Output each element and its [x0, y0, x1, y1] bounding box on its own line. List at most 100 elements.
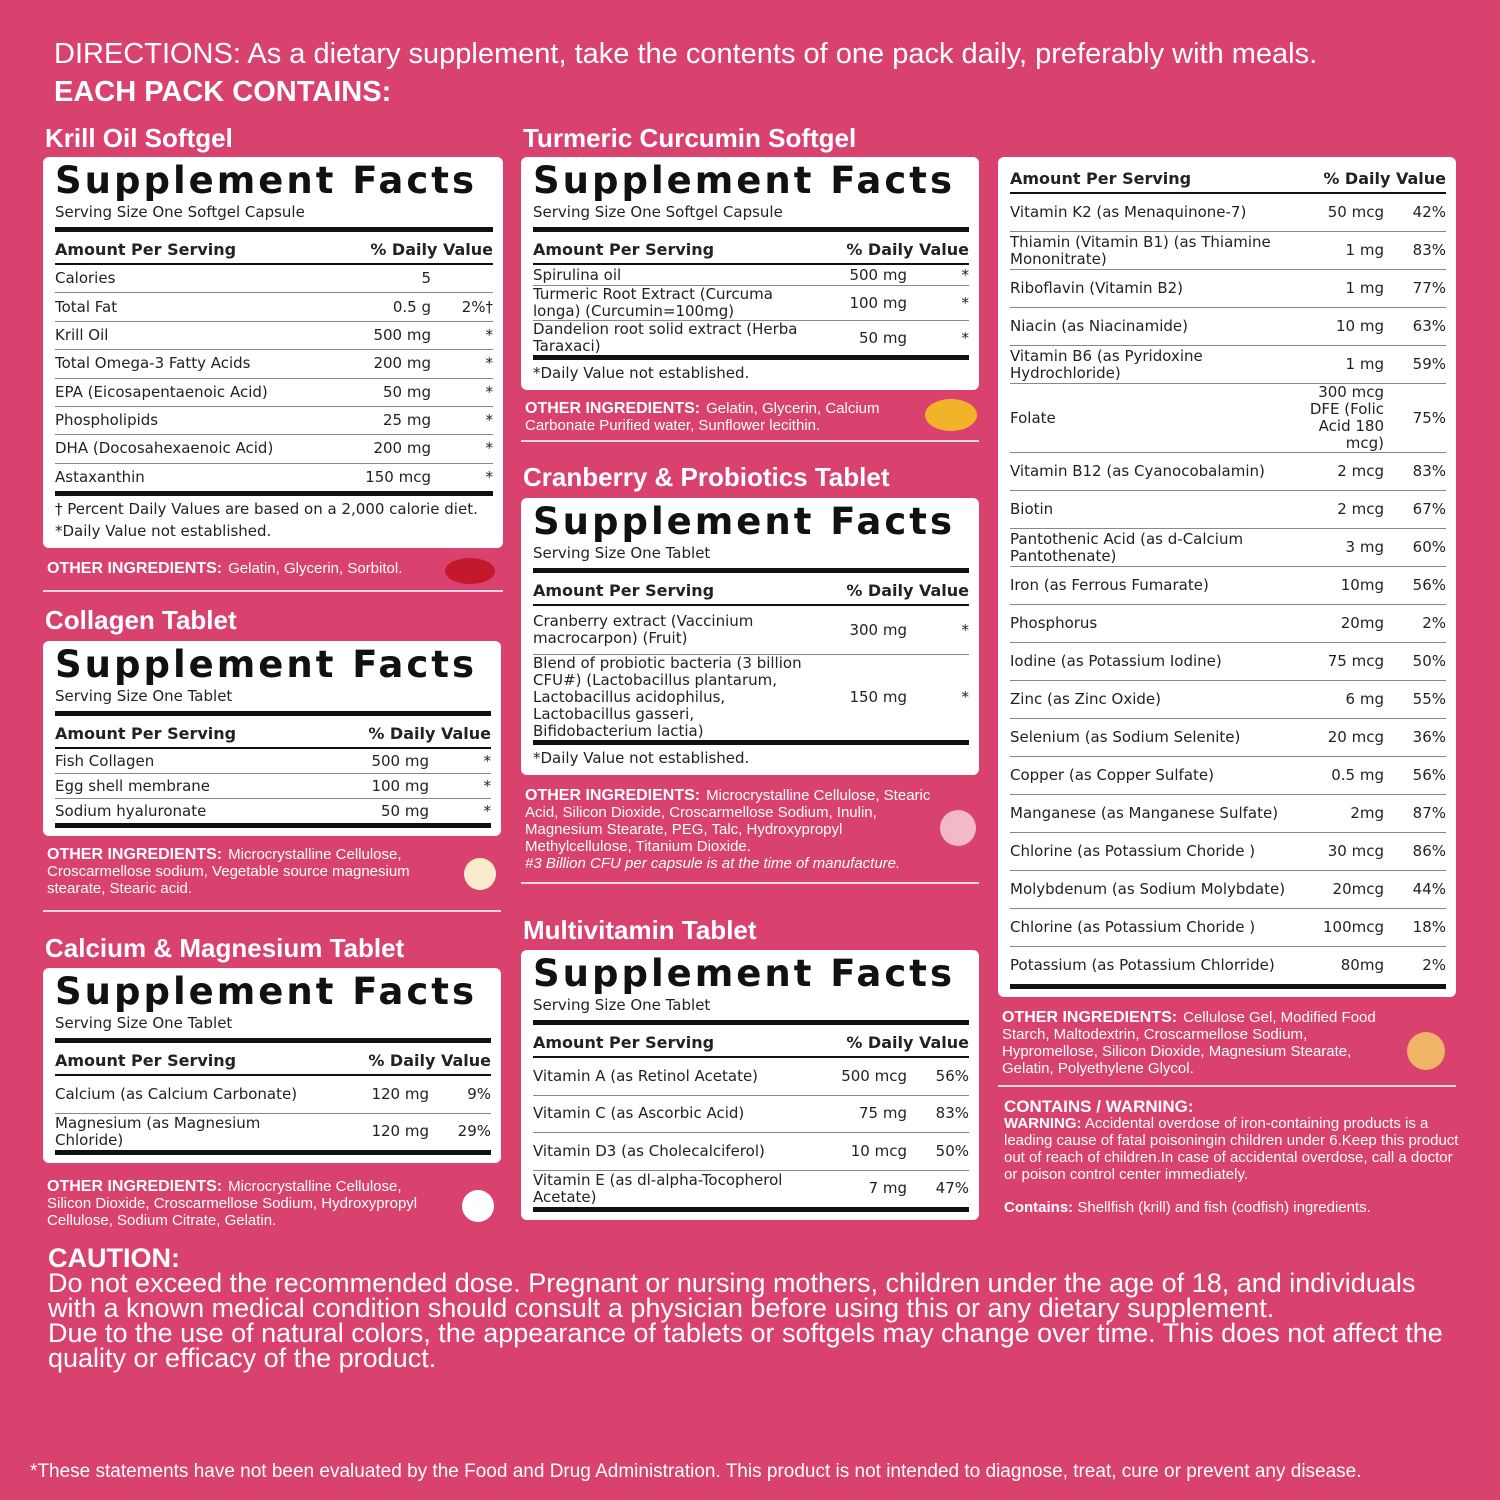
- amount: 50 mcg: [1327, 203, 1384, 221]
- nutrient-name: Phospholipids: [55, 411, 159, 430]
- amount: 500 mcg: [841, 1066, 907, 1085]
- amount: 2 mcg: [1337, 500, 1384, 518]
- daily-value: 56%: [935, 1066, 969, 1085]
- panel-title: Collagen Tablet: [45, 605, 237, 635]
- caution-line: Do not exceed the recommended dose. Preg…: [48, 1268, 1416, 1323]
- amount: 300 mcg DFE (Folic Acid 180 mcg): [1309, 383, 1384, 452]
- daily-value: 59%: [1412, 355, 1446, 373]
- nutrient-row: Blend of probiotic bacteria (3 billion C…: [533, 655, 969, 740]
- amount: 50 mg: [859, 328, 907, 347]
- amount: 10mg: [1340, 576, 1384, 594]
- nutrient-name: Chlorine (as Potassium Choride ): [1010, 842, 1256, 860]
- panel-title: Krill Oil Softgel: [45, 123, 233, 153]
- nutrient-name: Copper (as Copper Sulfate): [1010, 766, 1214, 784]
- separator: [998, 1085, 1456, 1087]
- nutrient-name: Fish Collagen: [55, 751, 155, 770]
- nutrient-row: Calcium (as Calcium Carbonate) 120 mg 9%: [55, 1076, 491, 1114]
- daily-value: 83%: [1412, 241, 1446, 259]
- facts-panel: Supplement Facts Serving Size One Tablet A…: [43, 641, 501, 836]
- nutrient-row: Egg shell membrane 100 mg *: [55, 774, 491, 799]
- nutrient-name: Egg shell membrane: [55, 776, 211, 795]
- other-label: OTHER INGREDIENTS:: [1002, 1009, 1178, 1026]
- nutrient-name: Riboflavin (Vitamin B2): [1010, 279, 1184, 297]
- footnote: *Daily Value not established.: [55, 522, 272, 540]
- other-text: Gelatin, Glycerin, Sorbitol.: [228, 560, 403, 577]
- daily-value: 2%: [1422, 956, 1446, 974]
- daily-value: *: [485, 467, 494, 486]
- header-cell: % Daily Value: [370, 240, 493, 259]
- daily-value: 50%: [1412, 652, 1446, 670]
- amount: 120 mg: [371, 1122, 429, 1141]
- other-label: OTHER INGREDIENTS:: [47, 1178, 223, 1195]
- nutrient-name: Vitamin K2 (as Menaquinone-7): [1010, 203, 1247, 221]
- other-label: OTHER INGREDIENTS:: [47, 560, 223, 577]
- amount: 120 mg: [371, 1084, 429, 1103]
- nutrient-row: Manganese (as Manganese Sulfate) 2mg 87%: [1010, 795, 1446, 833]
- table-header: Amount Per Serving % Daily Value: [55, 1043, 491, 1076]
- nutrient-row: Phosphorus 20mg 2%: [1010, 605, 1446, 643]
- nutrient-name: Vitamin B12 (as Cyanocobalamin): [1010, 462, 1265, 480]
- facts-heading: Supplement Facts: [533, 159, 956, 202]
- nutrient-name: Selenium (as Sodium Selenite): [1010, 728, 1241, 746]
- amount: 200 mg: [373, 439, 431, 458]
- amount: 20 mcg: [1327, 728, 1384, 746]
- warning-label: WARNING:: [1004, 1115, 1082, 1132]
- nutrient-name: Turmeric Root Extract (Curcuma longa) (C…: [533, 285, 773, 320]
- serving-size: Serving Size One Softgel Capsule: [533, 201, 969, 232]
- nutrient-name: Calories: [55, 269, 116, 288]
- table-header: Amount Per Serving % Daily Value: [533, 573, 969, 606]
- nutrient-row: Molybdenum (as Sodium Molybdate) 20mcg 44%: [1010, 871, 1446, 909]
- daily-value: 47%: [935, 1179, 969, 1198]
- amount: 5: [421, 269, 431, 288]
- other-ingredients: OTHER INGREDIENTS: Microcrystalline Cellu…: [47, 1178, 447, 1229]
- amount: 80mg: [1340, 956, 1384, 974]
- serving-size: Serving Size One Softgel Capsule: [55, 201, 493, 232]
- nutrient-name: DHA (Docosahexaenoic Acid): [55, 439, 274, 458]
- nutrient-row: EPA (Eicosapentaenoic Acid) 50 mg *: [55, 379, 493, 407]
- serving-size: Serving Size One Tablet: [533, 542, 969, 573]
- daily-value: 9%: [467, 1084, 491, 1103]
- nutrient-name: Molybdenum (as Sodium Molybdate): [1010, 880, 1286, 898]
- other-ingredients: OTHER INGREDIENTS: Microcrystalline Cellu…: [47, 846, 437, 897]
- nutrient-row: Niacin (as Niacinamide) 10 mg 63%: [1010, 308, 1446, 346]
- warning: CONTAINS / WARNING: WARNING: Accidental …: [1004, 1098, 1464, 1216]
- nutrient-name: Vitamin C (as Ascorbic Acid): [533, 1104, 745, 1123]
- facts-heading: Supplement Facts: [533, 500, 956, 543]
- nutrient-row: Chlorine (as Potassium Choride ) 100mcg 18…: [1010, 909, 1446, 947]
- nutrient-row: Vitamin B6 (as Pyridoxine Hydrochloride)…: [1010, 346, 1446, 384]
- nutrient-name: Zinc (as Zinc Oxide): [1010, 690, 1162, 708]
- other-text: Microcrystalline Cellulose, Silicon Diox…: [47, 1178, 418, 1229]
- nutrient-name: Chlorine (as Potassium Choride ): [1010, 918, 1256, 936]
- amount: 75 mcg: [1327, 652, 1384, 670]
- other-text: Cellulose Gel, Modified Food Starch, Mal…: [1002, 1009, 1376, 1077]
- nutrient-name: Calcium (as Calcium Carbonate): [55, 1084, 298, 1103]
- amount: 100mcg: [1322, 918, 1384, 936]
- serving-size: Serving Size One Tablet: [55, 685, 491, 716]
- header-cell: % Daily Value: [1323, 169, 1446, 188]
- amount: 100 mg: [849, 293, 907, 312]
- daily-value: *: [485, 411, 494, 430]
- panel-title: Turmeric Curcumin Softgel: [523, 123, 857, 153]
- amount: 30 mcg: [1327, 842, 1384, 860]
- daily-value: 56%: [1412, 766, 1446, 784]
- nutrient-row: Riboflavin (Vitamin B2) 1 mg 77%: [1010, 270, 1446, 308]
- daily-value: 67%: [1412, 500, 1446, 518]
- header-cell: Amount Per Serving: [533, 1033, 715, 1052]
- nutrient-row: Vitamin A (as Retinol Acetate) 500 mcg 56%: [533, 1058, 969, 1096]
- facts-panel: Supplement Facts Serving Size One Tablet A…: [521, 498, 979, 775]
- nutrient-rows: Vitamin A (as Retinol Acetate) 500 mcg 56%…: [533, 1058, 969, 1212]
- amount: 0.5 g: [392, 297, 431, 316]
- facts-panel: Supplement Facts Serving Size One Softgel…: [521, 157, 979, 390]
- nutrient-name: Total Fat: [55, 297, 118, 316]
- nutrient-row: Calories 5: [55, 265, 493, 294]
- pill-icon: [1407, 1032, 1445, 1070]
- other-text: Microcrystalline Cellulose, Stearic Acid…: [525, 787, 931, 855]
- amount: 50 mg: [383, 382, 431, 401]
- header-cell: % Daily Value: [368, 1051, 491, 1070]
- nutrient-row: Pantothenic Acid (as d-Calcium Pantothen…: [1010, 529, 1446, 567]
- other-text: Microcrystalline Cellulose, Croscarmello…: [47, 846, 410, 897]
- amount: 200 mg: [373, 354, 431, 373]
- directions: DIRECTIONS: As a dietary supplement, tak…: [54, 38, 1318, 70]
- contains-label: Contains:: [1004, 1199, 1074, 1216]
- amount: 20mcg: [1332, 880, 1384, 898]
